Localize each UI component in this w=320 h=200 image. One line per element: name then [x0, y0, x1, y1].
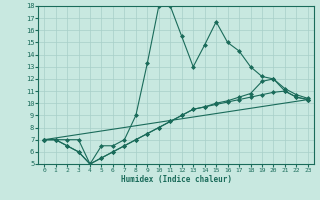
X-axis label: Humidex (Indice chaleur): Humidex (Indice chaleur) — [121, 175, 231, 184]
